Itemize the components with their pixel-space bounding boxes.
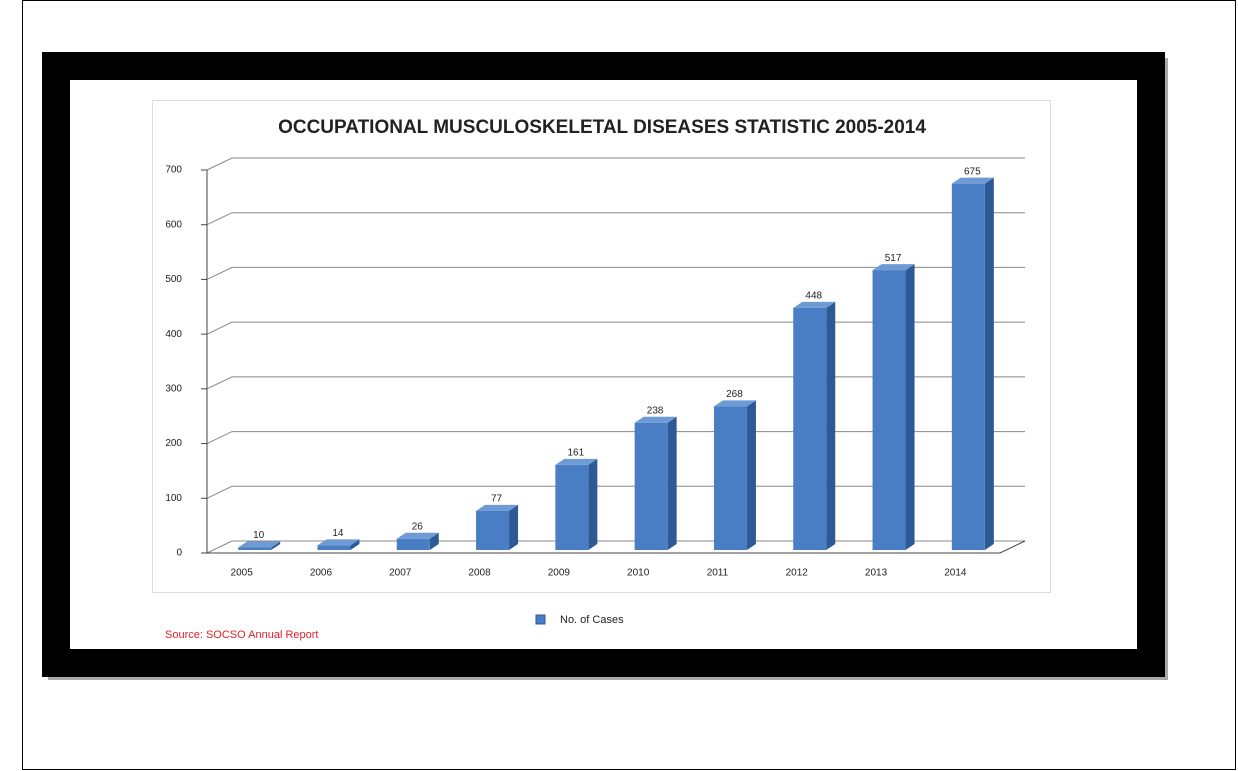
- y-tick-label: 100: [165, 493, 182, 504]
- x-tick-label: 2010: [627, 568, 650, 579]
- y-tick-label: 600: [165, 219, 182, 230]
- legend-swatch: [535, 614, 546, 625]
- bar: [555, 464, 589, 550]
- data-label: 10: [253, 530, 265, 541]
- data-label: 448: [805, 291, 822, 302]
- bar: [396, 538, 430, 550]
- data-label: 26: [412, 521, 424, 532]
- bar-side: [429, 532, 439, 550]
- data-label: 14: [332, 528, 344, 539]
- source-note: Source: SOCSO Annual Report: [165, 629, 318, 641]
- chart-area: [152, 100, 1051, 593]
- grid-line: [206, 157, 1025, 171]
- bar-top: [476, 504, 519, 511]
- bar: [317, 545, 351, 550]
- bar-top: [396, 532, 439, 539]
- y-tick-label: 500: [165, 274, 182, 285]
- bar-side: [667, 416, 677, 550]
- data-label: 238: [647, 405, 664, 416]
- y-tick-label: 0: [176, 548, 182, 559]
- bar-side: [350, 539, 360, 550]
- x-tick-label: 2012: [786, 568, 809, 579]
- grid-line: [206, 376, 1025, 390]
- x-tick-label: 2011: [707, 568, 729, 579]
- bar: [634, 422, 668, 550]
- grid-line: [206, 431, 1025, 445]
- plot: 0 100 200 300 400 500 600 700 10 2005 14 2006 26 2007…: [165, 157, 1026, 626]
- bar: [476, 510, 510, 550]
- grid-line: [206, 485, 1025, 499]
- grid-line: [206, 540, 1025, 554]
- bar-side: [271, 541, 281, 550]
- y-tick-label: 200: [165, 438, 182, 449]
- x-tick-label: 2014: [944, 568, 967, 579]
- bar: [793, 307, 827, 550]
- bar: [238, 547, 272, 550]
- x-tick-label: 2007: [389, 568, 412, 579]
- floor: [207, 540, 1026, 554]
- x-tick-label: 2005: [231, 568, 254, 579]
- legend-label: No. of Cases: [560, 614, 624, 626]
- data-label: 161: [568, 448, 585, 459]
- y-tick-label: 700: [165, 165, 182, 176]
- bar: [872, 270, 906, 550]
- bar-side: [905, 264, 915, 550]
- bar-top: [238, 541, 281, 548]
- x-tick-label: 2006: [310, 568, 333, 579]
- y-tick-label: 300: [165, 383, 182, 394]
- bar-top: [793, 301, 836, 308]
- data-label: 77: [491, 494, 503, 505]
- grid-line: [206, 266, 1025, 280]
- bar: [951, 183, 985, 550]
- x-tick-label: 2009: [548, 568, 571, 579]
- bar-side: [509, 504, 519, 550]
- data-label: 517: [885, 253, 902, 264]
- bar-side: [746, 400, 756, 550]
- grid-line: [206, 212, 1025, 226]
- bar-side: [826, 301, 836, 550]
- bar-top: [951, 177, 994, 184]
- bar-top: [872, 264, 915, 271]
- bar-side: [588, 458, 598, 550]
- y-tick-label: 400: [165, 329, 182, 340]
- bar: [713, 406, 747, 550]
- x-tick-label: 2008: [468, 568, 491, 579]
- bar-top: [555, 458, 598, 465]
- bar-top: [713, 400, 756, 407]
- bar-side: [984, 177, 994, 550]
- bar-top: [634, 416, 677, 423]
- x-tick-label: 2013: [865, 568, 888, 579]
- chart-title: OCCUPATIONAL MUSCULOSKELETAL DISEASES ST…: [278, 117, 926, 138]
- data-label: 268: [726, 389, 743, 400]
- bar-top: [317, 539, 360, 546]
- grid-line: [206, 321, 1025, 335]
- data-label: 675: [964, 166, 981, 177]
